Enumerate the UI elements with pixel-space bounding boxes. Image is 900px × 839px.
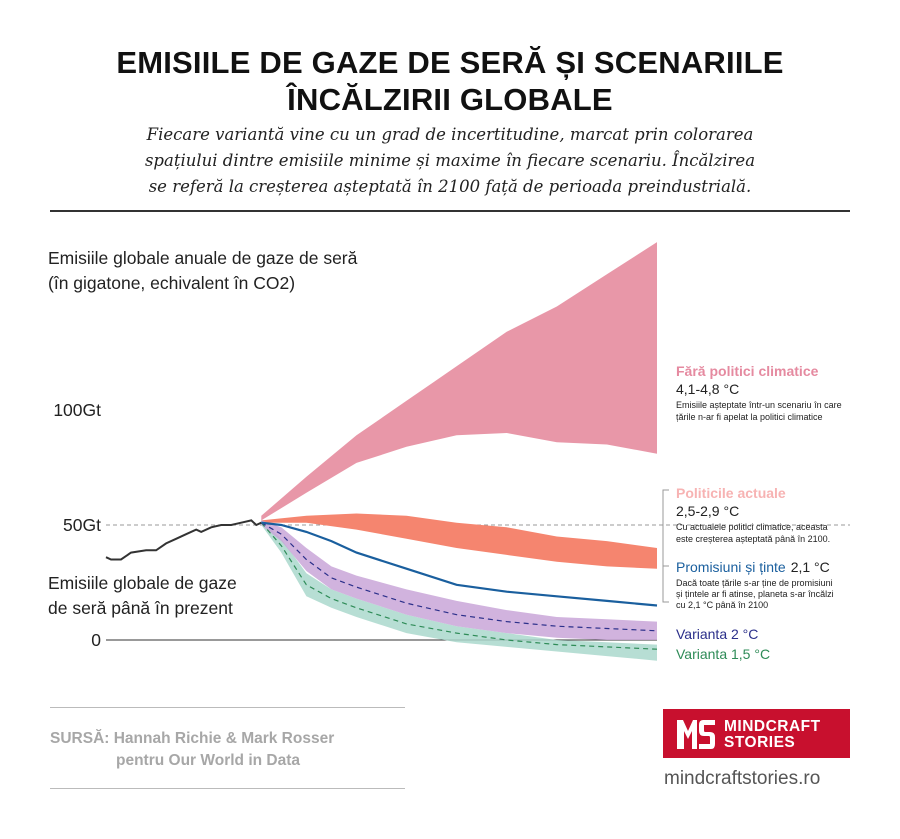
median-line-2c xyxy=(261,522,658,632)
y-tick-label: 100Gt xyxy=(53,400,101,420)
pledges-name: Promisiuni și ținte xyxy=(676,559,786,575)
source-divider-bottom xyxy=(50,788,405,789)
band-2c xyxy=(261,520,657,640)
source-note: SURSĂ: Hannah Richie & Mark Rosser pentr… xyxy=(50,728,410,772)
pledges-note-1: Dacă toate țările s-ar ține de promisiun… xyxy=(676,578,833,588)
band-no-policy xyxy=(261,242,657,521)
source-divider-top xyxy=(50,707,405,708)
logo-line-2: STORIES xyxy=(724,734,796,751)
current-policies-label: Politicile actuale xyxy=(676,485,786,501)
source-line-2: pentru Our World in Data xyxy=(116,752,300,769)
pledges-warming: 2,1 °C xyxy=(791,559,830,575)
variant-1-5c-label: Varianta 1,5 °C xyxy=(676,646,770,662)
y-axis-title-line-1: Emisiile globale anuale de gaze de seră xyxy=(48,248,358,268)
logo-line-1: MINDCRAFT xyxy=(724,718,821,735)
pledges-label: Promisiuni și ținte 2,1 °C xyxy=(676,559,830,575)
no-policy-label: Fără politici climatice xyxy=(676,363,819,379)
title-line-2: ÎNCĂLZIRII GLOBALE xyxy=(287,82,613,117)
subtitle-line-1: Fiecare variantă vine cu un grad de ince… xyxy=(146,125,754,144)
history-label-line-1: Emisiile globale de gaze xyxy=(48,573,237,593)
no-policy-note-1: Emisiile așteptate într-un scenariu în c… xyxy=(676,400,842,410)
infographic-title: EMISIILE DE GAZE DE SERĂ ȘI SCENARIILE Î… xyxy=(0,44,900,118)
y-tick-label: 50Gt xyxy=(63,515,101,535)
title-line-1: EMISIILE DE GAZE DE SERĂ ȘI SCENARIILE xyxy=(116,45,784,80)
website-link[interactable]: mindcraftstories.ro xyxy=(664,768,821,789)
subtitle-line-2: spațiului dintre emisiile minime și maxi… xyxy=(144,151,756,170)
line-history xyxy=(105,519,262,561)
bracket-current-policies xyxy=(662,489,669,603)
ms-monogram-icon xyxy=(677,720,715,749)
variant-2c-label: Varianta 2 °C xyxy=(676,626,758,642)
band-current-policies xyxy=(261,513,657,569)
current-policies-warming: 2,5-2,9 °C xyxy=(676,503,739,519)
scenario-bands-layer xyxy=(261,242,657,661)
line-pledges xyxy=(261,521,658,607)
history-label-line-2: de seră până în prezent xyxy=(48,598,233,618)
infographic-subtitle: Fiecare variantă vine cu un grad de ince… xyxy=(90,122,810,200)
title-divider xyxy=(50,210,850,212)
no-policy-warming: 4,1-4,8 °C xyxy=(676,381,739,397)
mindcraft-logo[interactable]: MINDCRAFT STORIES xyxy=(663,709,850,758)
source-line-1: SURSĂ: Hannah Richie & Mark Rosser xyxy=(50,730,335,747)
band-1-5c xyxy=(261,520,657,661)
pledges-note-3: cu 2,1 °C până în 2100 xyxy=(676,600,768,610)
current-policies-note-1: Cu actualele politici climatice, aceasta xyxy=(676,522,828,532)
scenario-lines-layer xyxy=(105,519,658,650)
logo-text: MINDCRAFT STORIES xyxy=(724,719,821,751)
no-policy-note-2: țările n-ar fi apelat la politici climat… xyxy=(676,412,823,422)
pledges-note-2: și țintele ar fi atinse, planeta s-ar în… xyxy=(676,589,834,599)
subtitle-line-3: se referă la creșterea așteptată în 2100… xyxy=(148,177,752,196)
median-line-1-5c xyxy=(260,522,658,650)
current-policies-note-2: este creșterea așteptată până în 2100. xyxy=(676,534,830,544)
y-tick-label: 0 xyxy=(91,630,101,650)
y-axis-title-line-2: (în gigatone, echivalent în CO2) xyxy=(48,273,295,293)
